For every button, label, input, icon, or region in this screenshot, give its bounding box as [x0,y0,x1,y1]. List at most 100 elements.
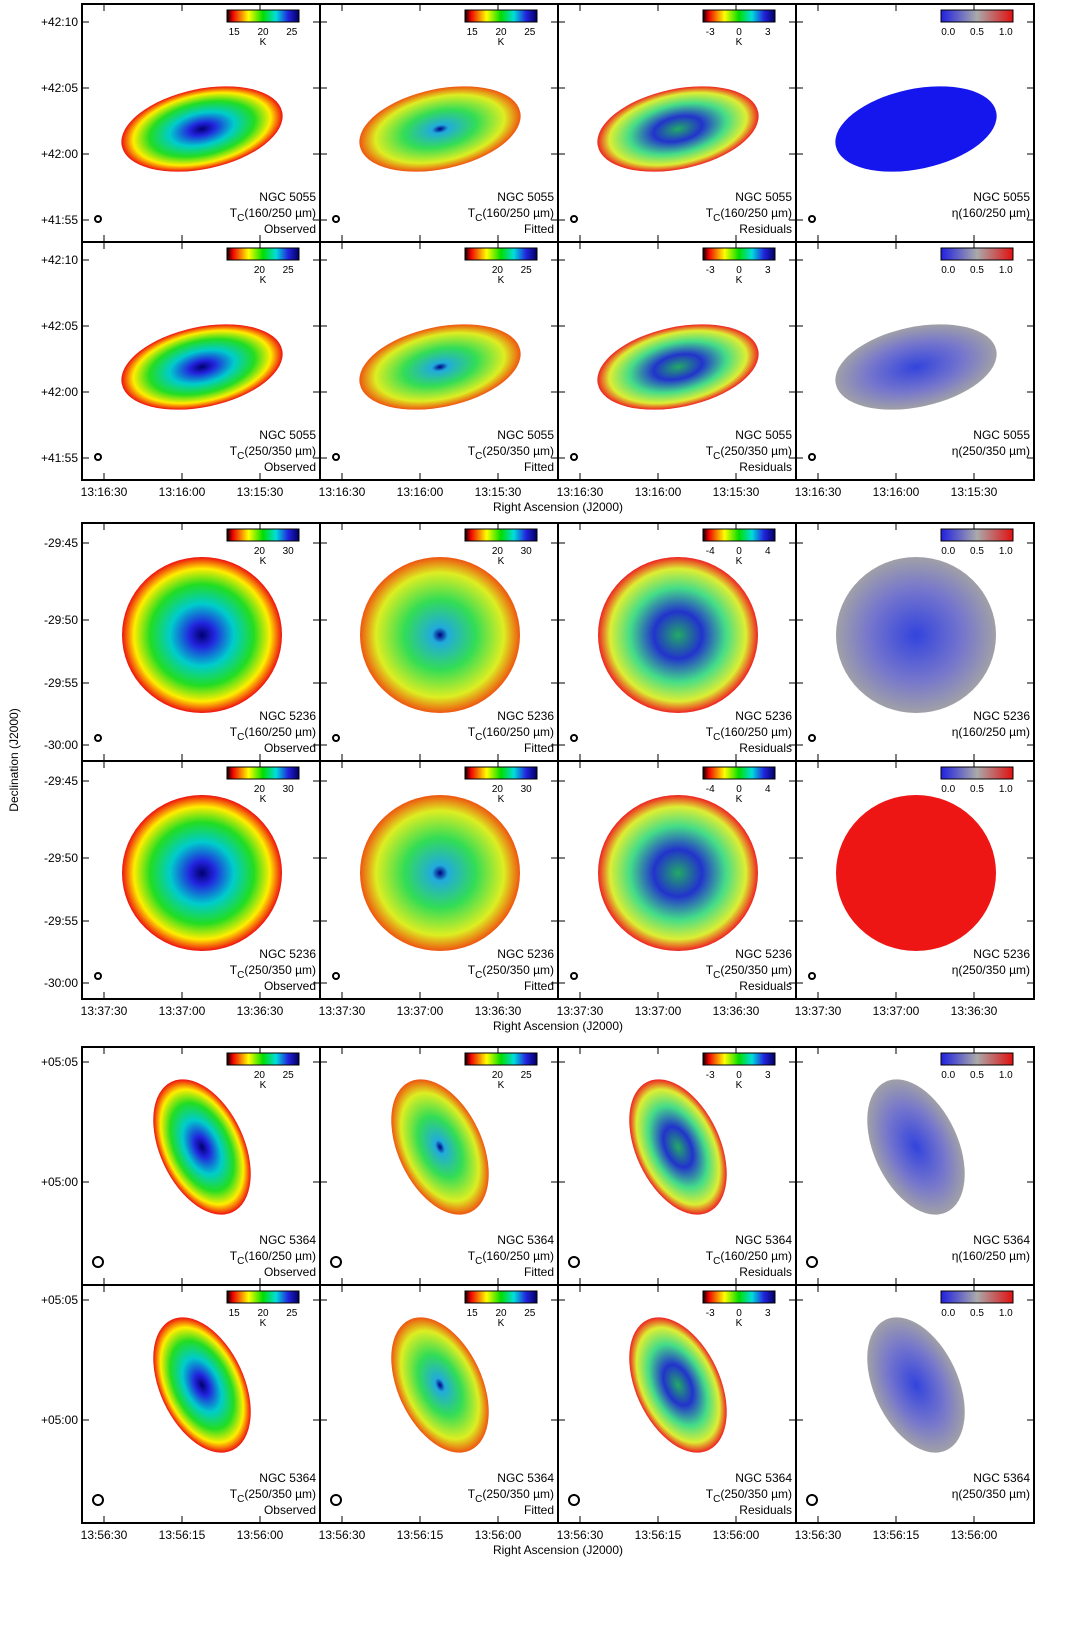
galaxy-map [629,1317,727,1453]
colorbar-tick-label: 20 [257,27,269,38]
x-tick-label: 13:37:00 [635,1004,682,1018]
colorbar-tick-label: 1.0 [999,1070,1013,1081]
colorbar-tick-label: 0.5 [970,1070,984,1081]
colorbar-tick-label: -3 [706,1070,715,1081]
subscript: C [713,1256,720,1267]
colorbar [940,9,1014,23]
band: (160/250 µm) [482,1249,554,1263]
quantity: TC(160/250 µm) [468,725,554,743]
colorbar [940,528,1014,542]
galaxy-map [391,1079,489,1215]
galaxy-map [867,1317,965,1453]
colorbar [940,766,1014,780]
colorbar-unit: K [260,794,267,805]
galaxy-map [359,324,521,410]
symbol: η [952,1487,959,1501]
colorbar-tick-label: 20 [254,1070,266,1081]
colorbar-tick-label: 0.5 [970,546,984,557]
colorbar-tick-label: 3 [765,1308,771,1319]
colorbar-tick-label: 25 [521,265,533,276]
x-tick-label: 13:15:30 [475,485,522,499]
colorbar-tick-label: 20 [254,265,266,276]
colorbar-unit: K [736,37,743,48]
symbol: T [230,206,238,220]
colorbar [464,1290,538,1304]
quantity: TC(250/350 µm) [230,1487,316,1505]
quantity: η(250/350 µm) [952,444,1030,458]
band: (160/250 µm) [720,725,792,739]
galaxy-name: NGC 5055 [973,190,1030,204]
beam [94,972,102,980]
symbol: T [468,1249,476,1263]
quantity: η(160/250 µm) [952,206,1030,220]
galaxy-name: NGC 5364 [259,1233,316,1247]
x-tick-label: 13:16:30 [795,485,842,499]
symbol: T [706,1487,714,1501]
colorbar-tick-label: 1.0 [999,546,1013,557]
symbol: η [952,1249,959,1263]
panel-kind: Residuals [739,979,792,993]
beam [568,1494,580,1506]
subscript: C [475,970,482,981]
colorbar-unit: K [498,1080,505,1091]
colorbar-tick-label: 0.0 [941,1070,955,1081]
colorbar [464,528,538,542]
colorbar-tick-label: -3 [706,265,715,276]
colorbar [702,1052,776,1066]
x-tick-label: 13:36:30 [237,1004,284,1018]
x-tick-label: 13:36:30 [713,1004,760,1018]
colorbar-tick-label: 0.5 [970,265,984,276]
panel-kind: Observed [264,222,316,236]
subscript: C [237,1256,244,1267]
colorbar-tick-label: 4 [765,546,771,557]
galaxy-map [835,86,997,172]
y-tick-label: +42:00 [41,147,78,161]
beam [94,215,102,223]
galaxy-map [629,1079,727,1215]
colorbar-tick-label: -3 [706,27,715,38]
x-tick-label: 13:56:15 [159,1528,206,1542]
x-tick-label: 13:37:00 [873,1004,920,1018]
x-tick-label: 13:56:00 [951,1528,998,1542]
galaxy-name: NGC 5364 [259,1471,316,1485]
galaxy-map [836,557,996,713]
beam [92,1256,104,1268]
quantity: TC(250/350 µm) [468,963,554,981]
colorbar [464,247,538,261]
symbol: T [706,963,714,977]
subscript: C [713,732,720,743]
colorbar-tick-label: 0.5 [970,27,984,38]
colorbar [464,9,538,23]
x-tick-label: 13:56:30 [319,1528,366,1542]
band: (160/250 µm) [244,206,316,220]
band: (160/250 µm) [958,1249,1030,1263]
x-tick-label: 13:15:30 [951,485,998,499]
symbol: η [952,444,959,458]
colorbar-tick-label: 15 [229,1308,241,1319]
x-tick-label: 13:16:00 [159,485,206,499]
colorbar-tick-label: 20 [495,1308,507,1319]
colorbar-tick-label: 30 [283,546,295,557]
quantity: η(250/350 µm) [952,963,1030,977]
colorbar-tick-label: 20 [254,784,266,795]
quantity: TC(250/350 µm) [706,1487,792,1505]
colorbar [226,766,300,780]
galaxy-name: NGC 5236 [259,947,316,961]
y-tick-label: +42:10 [41,253,78,267]
band: (250/350 µm) [958,963,1030,977]
galaxy-name: NGC 5364 [735,1471,792,1485]
subscript: C [713,213,720,224]
x-tick-label: 13:36:30 [951,1004,998,1018]
y-tick-label: +41:55 [41,213,78,227]
colorbar-unit: K [736,1080,743,1091]
panel-kind: Fitted [524,1503,554,1517]
x-tick-label: 13:37:30 [319,1004,366,1018]
colorbar-tick-label: 20 [492,784,504,795]
galaxy-map [598,795,758,951]
colorbar-tick-label: 25 [283,265,295,276]
panel-kind: Observed [264,460,316,474]
quantity: TC(250/350 µm) [230,963,316,981]
band: (160/250 µm) [482,725,554,739]
band: (250/350 µm) [958,444,1030,458]
colorbar-tick-label: 3 [765,27,771,38]
